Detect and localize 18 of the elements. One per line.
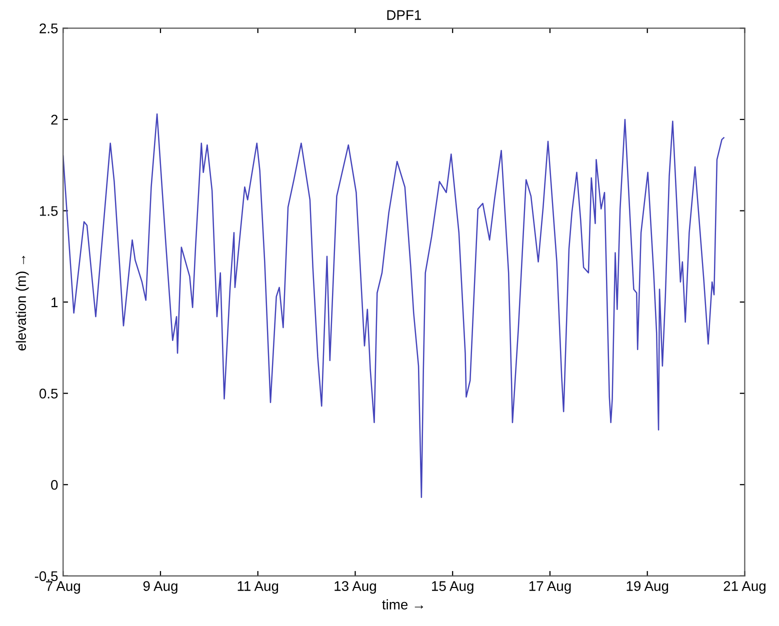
y-tick-label: -0.5 [34,571,58,582]
y-tick-label: 2.5 [40,24,58,34]
y-tick-label: 0.5 [39,388,58,399]
y-axis-title: elevation (m) → [16,256,29,350]
x-tick-label: 11 Aug [238,581,278,594]
x-axis-title: time → [382,599,424,610]
y-tick-label: 1.5 [40,206,58,216]
x-tick-label: 19 Aug [626,581,668,594]
chart-title: DPF1 [387,10,421,20]
x-tick-label: 15 Aug [432,581,474,594]
x-tick-label: 9 Aug [143,581,178,594]
x-tick-label: 13 Aug [334,581,376,594]
x-tick-label: 21 Aug [724,581,766,594]
x-tick-label: 7 Aug [46,581,80,594]
y-tick-label: 1 [52,298,58,308]
y-tick-label: 0 [51,480,58,490]
x-tick-label: 17 Aug [529,581,571,594]
y-tick-label: 2 [51,114,58,124]
